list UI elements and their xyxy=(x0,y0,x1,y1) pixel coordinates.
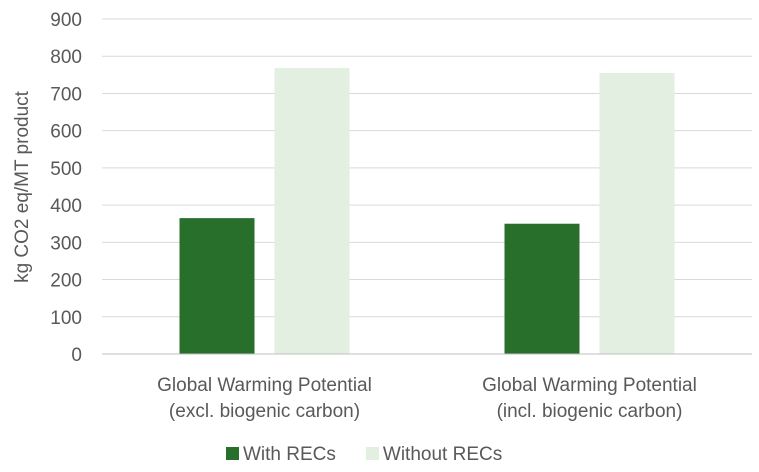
y-tick-label: 800 xyxy=(50,47,82,68)
legend-swatch xyxy=(365,447,379,460)
legend-label: Without RECs xyxy=(383,444,502,465)
category-label: (incl. biogenic carbon) xyxy=(497,401,683,422)
category-label: Global Warming Potential xyxy=(482,375,697,396)
bar-without-recs-1 xyxy=(274,68,350,354)
bars xyxy=(179,68,675,354)
y-tick-label: 600 xyxy=(50,122,82,143)
bar-with-recs-1 xyxy=(179,218,255,354)
bar-with-recs-2 xyxy=(504,223,580,354)
legend: With RECs Without RECs xyxy=(226,444,502,465)
legend-swatch xyxy=(226,447,239,460)
y-tick-label: 0 xyxy=(71,345,82,366)
y-tick-labels: 0 100 200 300 400 500 600 700 800 900 xyxy=(50,10,82,366)
category-labels: Global Warming Potential (excl. biogenic … xyxy=(157,375,697,422)
y-tick-label: 500 xyxy=(50,159,82,180)
bar-without-recs-2 xyxy=(599,72,675,354)
y-axis-label: kg CO2 eq/MT product xyxy=(12,90,33,283)
y-tick-label: 400 xyxy=(50,196,82,217)
legend-label: With RECs xyxy=(243,444,336,465)
category-label: Global Warming Potential xyxy=(157,375,372,396)
y-tick-label: 300 xyxy=(50,233,82,254)
y-tick-label: 900 xyxy=(50,10,82,31)
y-tick-label: 100 xyxy=(50,308,82,329)
category-label: (excl. biogenic carbon) xyxy=(169,401,360,422)
y-tick-label: 700 xyxy=(50,84,82,105)
y-tick-label: 200 xyxy=(50,271,82,292)
